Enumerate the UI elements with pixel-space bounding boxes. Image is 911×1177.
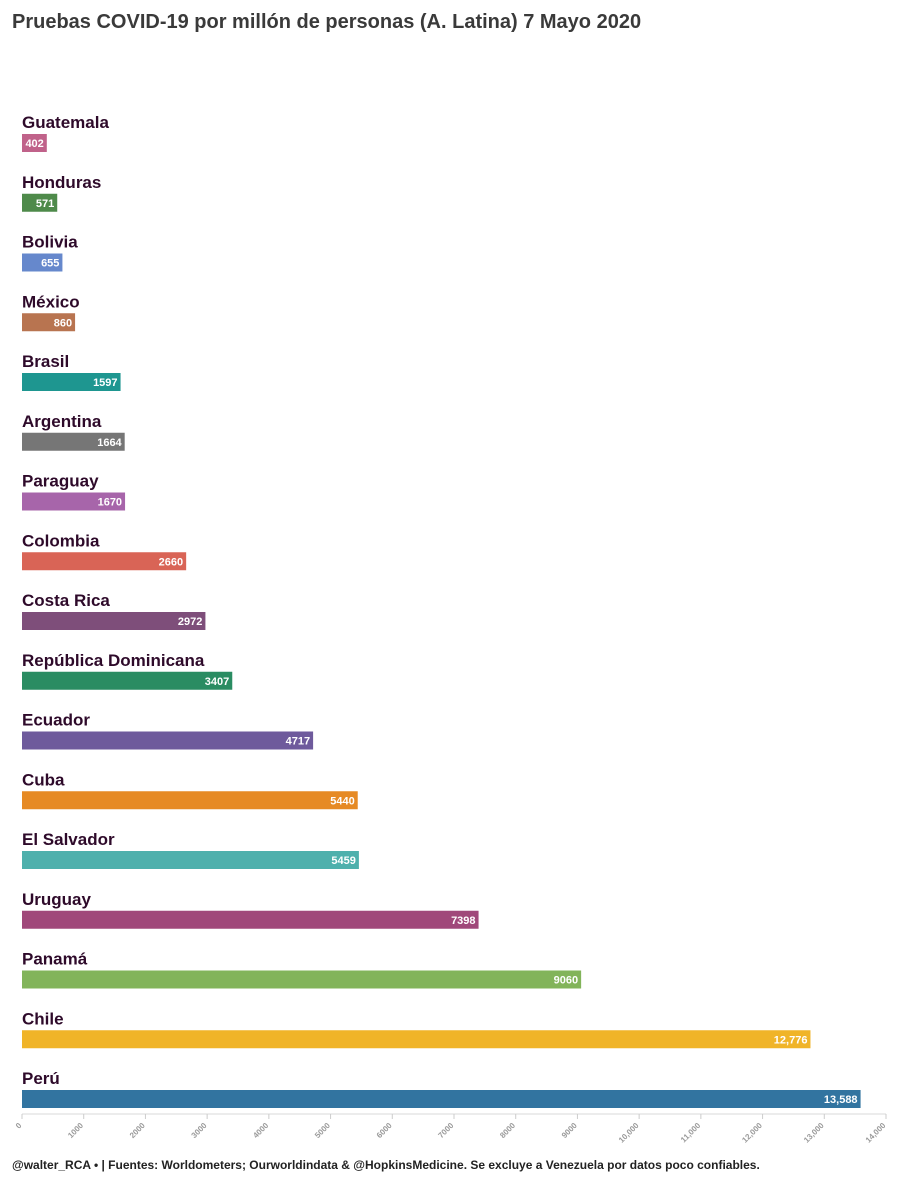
data-label: 4717 [286, 736, 310, 748]
source-footer: @walter_RCA • | Fuentes: Worldometers; O… [12, 1158, 760, 1172]
data-label: 12,776 [774, 1034, 808, 1046]
category-label: Honduras [22, 173, 101, 192]
bar [22, 373, 121, 391]
bar [22, 910, 479, 929]
data-label: 1664 [97, 437, 122, 449]
bar [22, 1030, 811, 1049]
category-label: Panamá [22, 950, 88, 969]
category-label: Bolivia [22, 233, 78, 252]
data-label: 3407 [205, 676, 229, 688]
category-label: Costa Rica [22, 591, 110, 610]
category-label: El Salvador [22, 830, 115, 849]
data-label: 571 [36, 198, 54, 210]
x-tick-label: 12,000 [740, 1121, 764, 1145]
data-label: 1597 [93, 377, 117, 389]
x-tick-label: 8000 [498, 1121, 517, 1140]
category-label: Colombia [22, 531, 100, 550]
data-label: 402 [25, 138, 43, 150]
category-label: Perú [22, 1069, 60, 1088]
bar [22, 612, 206, 630]
x-tick-label: 5000 [313, 1121, 332, 1140]
x-tick-label: 11,000 [679, 1121, 703, 1145]
x-tick-label: 4000 [251, 1121, 270, 1140]
chart-title: Pruebas COVID-19 por millón de personas … [12, 11, 642, 33]
bar [22, 970, 582, 989]
bar [22, 492, 126, 511]
data-label: 655 [41, 258, 59, 270]
x-tick-label: 9000 [560, 1121, 579, 1140]
data-label: 2660 [159, 556, 183, 568]
bar [22, 313, 76, 332]
bar [22, 671, 233, 690]
category-label: Argentina [22, 412, 102, 431]
bar [22, 731, 314, 750]
category-label: Uruguay [22, 890, 92, 909]
category-label: República Dominicana [22, 651, 205, 670]
x-tick-label: 2000 [128, 1121, 147, 1140]
x-tick-label: 13,000 [802, 1121, 826, 1145]
x-tick-label: 14,000 [864, 1121, 888, 1145]
data-label: 2972 [178, 616, 202, 628]
category-label: México [22, 292, 80, 311]
bar [22, 791, 358, 810]
bar [22, 851, 359, 869]
bar [22, 432, 125, 451]
category-label: Brasil [22, 352, 69, 371]
x-tick-label: 7000 [436, 1121, 455, 1140]
category-label: Ecuador [22, 711, 90, 730]
x-tick-label: 3000 [190, 1121, 209, 1140]
data-label: 1670 [98, 497, 122, 509]
data-label: 860 [54, 317, 72, 329]
category-label: Paraguay [22, 472, 99, 491]
bar [22, 552, 187, 571]
category-label: Chile [22, 1009, 64, 1028]
data-label: 9060 [554, 975, 578, 987]
data-label: 5459 [331, 855, 355, 867]
x-tick-label: 6000 [375, 1121, 394, 1140]
category-label: Cuba [22, 770, 65, 789]
x-tick-label: 1000 [66, 1121, 85, 1140]
bar [22, 134, 47, 152]
bar [22, 193, 58, 212]
data-label: 7398 [451, 915, 475, 927]
x-tick-label: 10,000 [617, 1121, 641, 1145]
data-label: 13,588 [824, 1094, 858, 1106]
bar [22, 1090, 861, 1108]
data-label: 5440 [330, 795, 354, 807]
bar [22, 253, 63, 272]
x-tick-label: 0 [14, 1121, 24, 1131]
category-label: Guatemala [22, 113, 109, 132]
